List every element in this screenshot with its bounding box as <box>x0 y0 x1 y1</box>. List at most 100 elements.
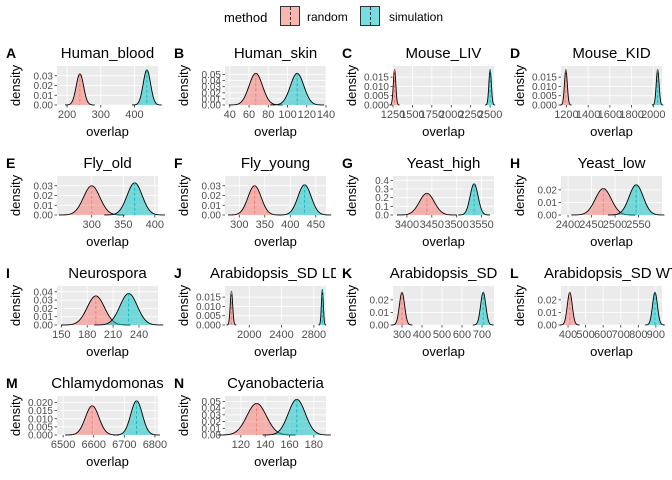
x-tick-label: 400 <box>413 329 431 341</box>
density-line-simulation <box>318 288 327 326</box>
y-tick-label: 0.2 <box>375 193 389 204</box>
y-tick-label: 0.005 <box>364 91 389 102</box>
density-line-simulation <box>472 291 494 326</box>
x-axis-label: overlap <box>422 344 465 359</box>
panel-title: Yeast_low <box>578 155 646 172</box>
y-axis-label: density <box>8 174 23 216</box>
panel-tag: J <box>174 265 182 281</box>
panel-tag: I <box>6 265 10 281</box>
panel-tag: A <box>6 45 16 61</box>
y-tick-label: 0.000 <box>532 101 557 112</box>
panel-title: Fly_old <box>83 155 131 172</box>
y-tick-label: 0.03 <box>34 71 54 82</box>
panel-l: L Arabidopsis_SD WT 0.00 0.01 0.02 400 500 600 7… <box>510 265 672 359</box>
x-tick-label: 180 <box>78 329 96 341</box>
density-line-simulation <box>270 72 325 106</box>
density-area-random <box>228 185 282 215</box>
panel-tag: C <box>342 45 352 61</box>
x-tick-label: 300 <box>393 329 411 341</box>
x-tick-label: 600 <box>594 329 612 341</box>
panel-b: B Human_skin 0.000.010.020.030.040.05 40 60 8… <box>174 45 335 139</box>
panel-i: I Neurospora 0.000.010.020.030.04 150 180 210… <box>6 265 164 359</box>
y-tick-label: 0.000 <box>196 321 221 332</box>
x-tick-label: 2000 <box>237 329 261 341</box>
x-tick-label: 1400 <box>576 109 600 121</box>
x-tick-label: 6500 <box>51 439 75 451</box>
y-tick-label: 0.04 <box>202 404 222 415</box>
panel-tag: E <box>6 155 15 171</box>
y-tick-label: 0.00 <box>202 101 222 112</box>
panel-background <box>393 286 494 325</box>
y-axis-label: density <box>512 64 527 106</box>
x-axis-label: overlap <box>86 454 129 469</box>
panel-k: K Arabidopsis_SD 0.00 0.01 0.02 300 400 500 600 7… <box>342 265 497 359</box>
panel-title: Arabidopsis_SD WT <box>544 265 672 282</box>
x-tick-label: 6700 <box>112 439 136 451</box>
x-axis-label: overlap <box>86 124 129 139</box>
x-tick-label: 150 <box>52 329 70 341</box>
panel-tag: K <box>342 265 352 281</box>
y-tick-label: 0.000 <box>364 101 389 112</box>
density-line-random <box>391 291 413 326</box>
panel-title: Human_blood <box>61 45 154 62</box>
y-tick-label: 0.01 <box>34 201 54 212</box>
x-axis-label: overlap <box>422 124 465 139</box>
panel-background <box>225 286 326 325</box>
legend-label-simulation: simulation <box>389 10 444 24</box>
panel-background <box>561 286 662 325</box>
x-axis-label: overlap <box>254 454 297 469</box>
x-tick-label: 100 <box>278 109 296 121</box>
density-line-simulation <box>485 68 496 106</box>
panel-tag: G <box>342 155 353 171</box>
x-tick-label: 1800 <box>619 109 643 121</box>
y-axis-label: density <box>344 284 359 326</box>
density-line-random <box>559 291 580 326</box>
x-tick-label: 700 <box>612 329 630 341</box>
y-axis-label: density <box>8 394 23 436</box>
x-tick-label: 2000 <box>641 109 665 121</box>
x-tick-label: 600 <box>453 329 471 341</box>
y-tick-label: 0.010 <box>532 82 557 93</box>
x-tick-label: 2000 <box>439 109 463 121</box>
y-tick-label: 0.00 <box>202 211 222 222</box>
y-tick-label: 0.05 <box>202 70 222 81</box>
y-tick-label: 0.015 <box>364 73 389 84</box>
x-tick-label: 240 <box>130 329 148 341</box>
y-tick-label: 0.01 <box>202 201 222 212</box>
y-tick-label: 0.015 <box>28 406 53 417</box>
y-tick-label: 0.02 <box>370 295 390 306</box>
x-tick-label: 2250 <box>458 109 482 121</box>
legend-title: method <box>224 10 268 25</box>
panel-title: Human_skin <box>234 45 317 62</box>
x-tick-label: 400 <box>281 219 299 231</box>
x-tick-label: 60 <box>243 109 255 121</box>
legend-key-simulation <box>360 6 380 26</box>
y-tick-label: 0.02 <box>202 88 222 99</box>
x-tick-label: 140 <box>256 439 274 451</box>
panel-title: Chlamydomonas <box>51 375 164 392</box>
y-tick-label: 0.03 <box>202 410 222 421</box>
x-tick-label: 2550 <box>626 219 650 231</box>
x-tick-label: 2500 <box>603 219 627 231</box>
y-tick-label: 0.01 <box>34 312 54 323</box>
y-tick-label: 0.020 <box>28 398 53 409</box>
legend-key-random <box>280 6 300 26</box>
density-line-simulation <box>651 68 664 106</box>
x-tick-label: 1750 <box>420 109 444 121</box>
y-tick-label: 0.00 <box>34 101 54 112</box>
y-tick-label: 0.02 <box>202 417 222 428</box>
y-tick-label: 0.1 <box>375 202 389 213</box>
y-tick-label: 0.00 <box>34 321 54 332</box>
panel-h: H Yeast_low 0.00 0.01 0.02 2400 2450 2500 2550 ov… <box>510 155 665 249</box>
x-tick-label: 3400 <box>395 219 419 231</box>
y-tick-label: 0.00 <box>538 321 558 332</box>
density-line-simulation <box>262 398 331 436</box>
density-line-simulation <box>104 182 165 216</box>
y-tick-label: 0.010 <box>364 82 389 93</box>
y-tick-label: 0.05 <box>202 397 222 408</box>
y-tick-label: 0.005 <box>532 91 557 102</box>
x-axis-label: overlap <box>86 234 129 249</box>
x-tick-label: 160 <box>280 439 298 451</box>
